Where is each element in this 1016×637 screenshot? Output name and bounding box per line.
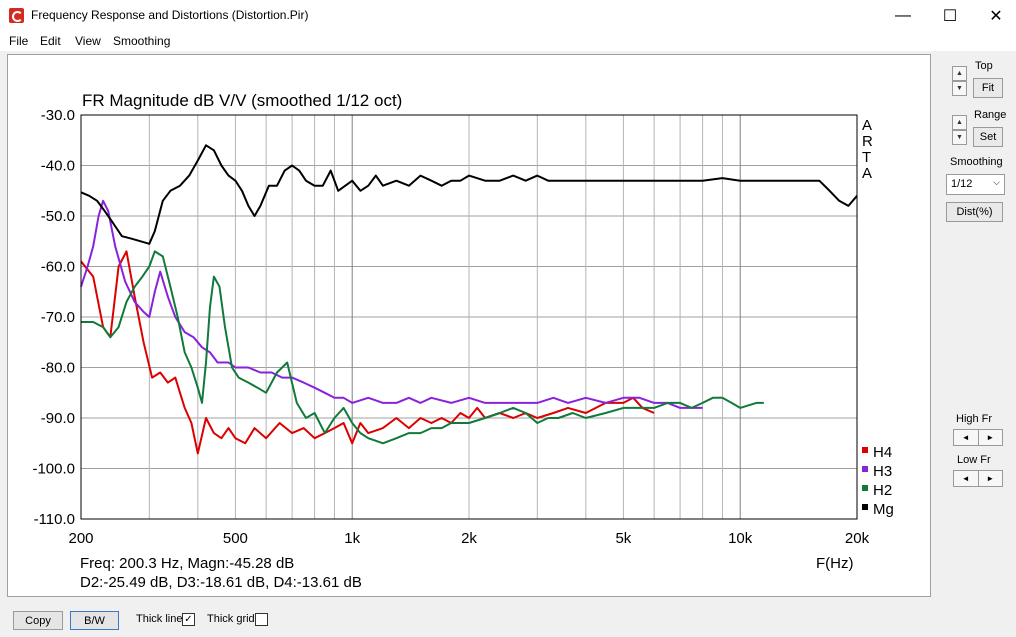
range-label: Range [974,109,1007,121]
legend-swatch [862,447,868,453]
x-tick-label: 5k [615,530,631,547]
top-down-button[interactable]: ▼ [952,81,967,96]
y-tick-label: -30.0 [41,107,75,124]
x-tick-labels: 200 500 1k 2k 5k 10k 20k [68,530,869,547]
legend-label: Mg [873,501,894,518]
chart-series [80,144,858,455]
y-tick-label: -80.0 [41,360,75,377]
legend-swatch [862,466,868,472]
y-tick-label: -50.0 [41,208,75,225]
low-fr-stepper[interactable]: ◄ ► [953,470,1003,487]
chart-title: FR Magnitude dB V/V (smoothed 1/12 oct) [82,91,402,110]
top-label: Top [975,60,993,72]
plot-frame[interactable]: FR Magnitude dB V/V (smoothed 1/12 oct) … [7,54,931,597]
chart-axes-box [80,114,858,520]
x-tick-label: 20k [845,530,870,547]
range-up-button[interactable]: ▲ [952,115,967,130]
set-button[interactable]: Set [973,127,1003,147]
x-tick-label: 10k [728,530,753,547]
high-fr-left-button[interactable]: ◄ [954,430,979,445]
y-tick-label: -70.0 [41,309,75,326]
menu-edit[interactable]: Edit [40,34,61,48]
chart-legend: H4 H3 H2 Mg [862,444,894,518]
arta-side-letter: T [862,149,871,166]
y-tick-label: -60.0 [41,259,75,276]
x-tick-label: 200 [68,530,93,547]
menu-smoothing[interactable]: Smoothing [113,34,171,48]
arta-app-icon [9,8,24,23]
legend-label: H4 [873,444,892,461]
legend-swatch [862,485,868,491]
cursor-readout-line2: D2:-25.49 dB, D3:-18.61 dB, D4:-13.61 dB [80,574,362,591]
x-tick-label: 2k [461,530,477,547]
minimize-button[interactable]: — [895,6,911,24]
series-line-h4 [80,250,655,455]
cursor-readout-line1: Freq: 200.3 Hz, Magn:-45.28 dB [80,555,294,572]
low-fr-label: Low Fr [957,454,991,466]
title-bar: Frequency Response and Distortions (Dist… [0,0,1016,31]
smoothing-label: Smoothing [950,156,1003,168]
menu-file[interactable]: File [9,34,29,48]
series-line-mg [80,144,858,245]
x-tick-label: 500 [223,530,248,547]
thick-grid-checkbox[interactable] [255,613,268,626]
maximize-button[interactable]: ☐ [942,7,958,25]
x-axis-label: F(Hz) [816,555,854,572]
legend-swatch [862,504,868,510]
smoothing-select[interactable]: 1/12 ⌵ [946,174,1005,195]
legend-label: H3 [873,463,892,480]
legend-label: H2 [873,482,892,499]
series-line-h2 [81,250,764,445]
dist-percent-button[interactable]: Dist(%) [946,202,1003,222]
bw-button[interactable]: B/W [70,611,119,630]
series-line-h3 [80,199,703,409]
high-fr-right-button[interactable]: ► [986,433,995,442]
thick-line-label: Thick line [136,613,183,625]
chart-grid [80,114,858,520]
arta-side-letter: R [862,133,873,150]
arta-side-letter: A [862,117,872,134]
low-fr-right-button[interactable]: ► [986,474,995,483]
window-title: Frequency Response and Distortions (Dist… [31,8,309,22]
close-button[interactable]: ✕ [989,7,1003,25]
top-up-button[interactable]: ▲ [952,66,967,81]
menu-view[interactable]: View [75,34,101,48]
fit-button[interactable]: Fit [973,78,1003,98]
low-fr-left-button[interactable]: ◄ [954,471,979,486]
range-down-button[interactable]: ▼ [952,130,967,145]
y-tick-label: -110.0 [34,511,75,528]
y-tick-label: -90.0 [41,410,75,427]
frequency-response-chart[interactable]: FR Magnitude dB V/V (smoothed 1/12 oct) … [8,55,930,596]
high-fr-stepper[interactable]: ◄ ► [953,429,1003,446]
arta-side-letter: A [862,165,872,182]
menu-bar: File Edit View Smoothing [0,31,1016,51]
thick-grid-label: Thick grid [207,613,255,625]
smoothing-value: 1/12 [951,178,973,190]
y-tick-label: -100.0 [32,461,75,478]
copy-button[interactable]: Copy [13,611,63,630]
y-tick-labels: -30.0 -40.0 -50.0 -60.0 -70.0 -80.0 -90.0 -100.… [32,107,75,528]
chevron-down-icon: ⌵ [993,177,1000,187]
thick-line-checkbox[interactable]: ✓ [182,613,195,626]
x-tick-label: 1k [344,530,360,547]
high-fr-label: High Fr [956,413,993,425]
y-tick-label: -40.0 [41,158,75,175]
